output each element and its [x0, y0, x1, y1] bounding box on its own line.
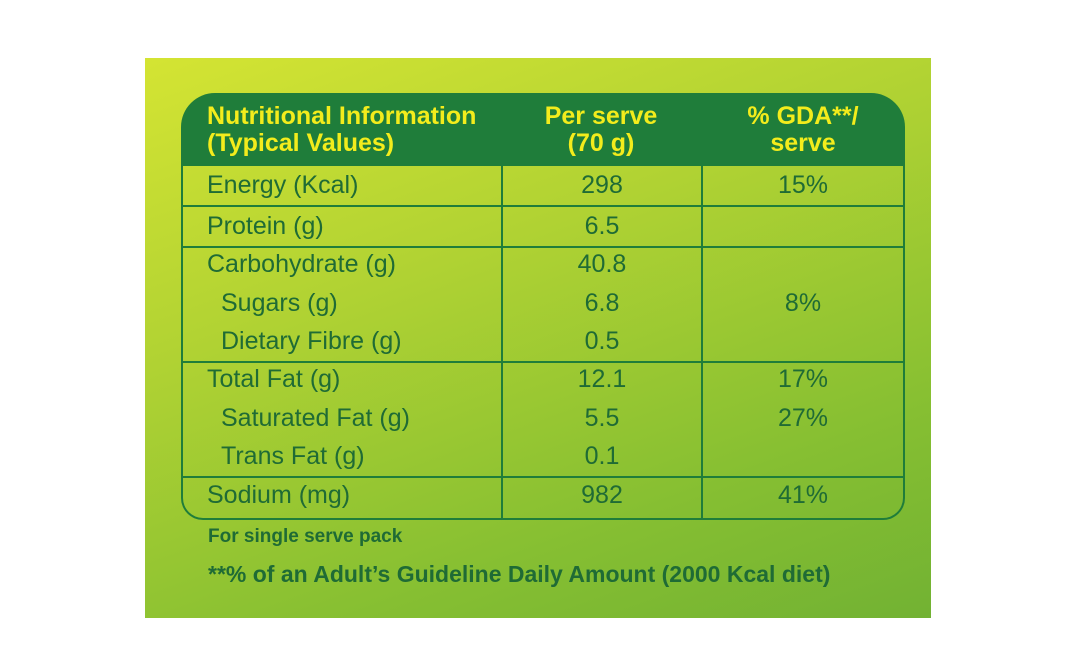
header-col2-line2: (70 g) — [567, 128, 635, 157]
table-row: Dietary Fibre (g) 0.5 — [183, 322, 903, 361]
header-gda: % GDA**/ serve — [701, 93, 905, 166]
per-serve-value: 6.5 — [584, 212, 620, 240]
per-serve-value: 5.5 — [584, 404, 620, 432]
table-row: Protein (g) 6.5 — [183, 207, 903, 246]
nutrient-name: Total Fat (g) — [207, 365, 341, 393]
nutrient-name: Sodium (mg) — [207, 481, 351, 509]
table-row: Energy (Kcal) 298 15% — [183, 166, 903, 205]
table-row: Sugars (g) 6.8 8% — [183, 284, 903, 323]
per-serve-value: 12.1 — [577, 365, 627, 393]
row-divider — [183, 246, 903, 248]
table-body: Energy (Kcal) 298 15% Protein (g) 6.5 Ca… — [181, 166, 905, 520]
row-divider — [183, 476, 903, 478]
header-nutrition-info: Nutritional Information (Typical Values) — [207, 93, 507, 166]
nutrient-name: Saturated Fat (g) — [221, 404, 410, 432]
nutrient-name: Carbohydrate (g) — [207, 250, 396, 278]
table-row: Saturated Fat (g) 5.5 27% — [183, 399, 903, 438]
header-col1-line1: Nutritional Information — [207, 101, 477, 130]
serve-footnote: For single serve pack — [208, 526, 403, 547]
per-serve-value: 982 — [581, 481, 623, 509]
nutrient-name: Dietary Fibre (g) — [221, 327, 402, 355]
nutrition-table: Nutritional Information (Typical Values)… — [181, 93, 905, 520]
gda-footnote: **% of an Adult’s Guideline Daily Amount… — [208, 561, 831, 587]
gda-value: 17% — [777, 365, 829, 393]
row-divider — [183, 205, 903, 207]
table-row: Sodium (mg) 982 41% — [183, 476, 903, 515]
header-col3-line2: serve — [770, 128, 836, 157]
row-divider — [183, 361, 903, 363]
per-serve-value: 298 — [581, 171, 623, 199]
per-serve-value: 40.8 — [577, 250, 627, 278]
column-divider — [501, 166, 503, 518]
nutrient-name: Energy (Kcal) — [207, 171, 359, 199]
header-col2-line1: Per serve — [544, 101, 658, 130]
per-serve-value: 0.5 — [584, 327, 620, 355]
column-divider — [701, 166, 703, 518]
table-header: Nutritional Information (Typical Values)… — [181, 93, 905, 166]
table-row: Trans Fat (g) 0.1 — [183, 437, 903, 476]
gda-value: 27% — [777, 404, 829, 432]
gda-value: 41% — [777, 481, 829, 509]
nutrient-name: Sugars (g) — [221, 289, 338, 317]
table-row: Carbohydrate (g) 40.8 — [183, 245, 903, 284]
per-serve-value: 6.8 — [584, 289, 620, 317]
header-col3-line1: % GDA**/ — [747, 101, 859, 130]
gda-value: 8% — [784, 289, 822, 317]
table-row: Total Fat (g) 12.1 17% — [183, 360, 903, 399]
per-serve-value: 0.1 — [584, 442, 620, 470]
nutrient-name: Trans Fat (g) — [221, 442, 365, 470]
nutrient-name: Protein (g) — [207, 212, 324, 240]
gda-value: 15% — [777, 171, 829, 199]
header-col1-line2: (Typical Values) — [207, 128, 395, 157]
header-per-serve: Per serve (70 g) — [503, 93, 699, 166]
